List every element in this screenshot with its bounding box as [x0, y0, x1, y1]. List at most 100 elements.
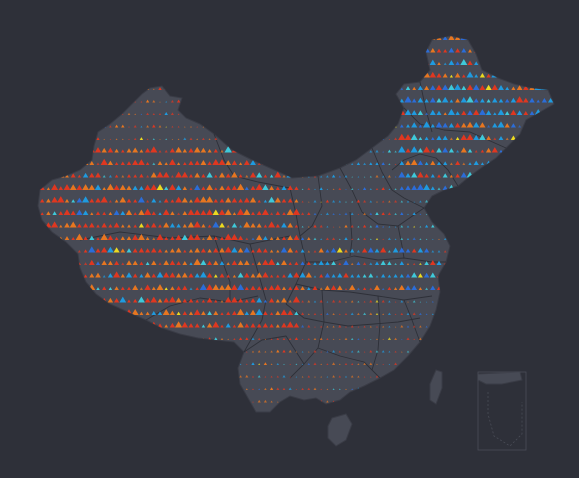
marker-triangle: [182, 211, 188, 215]
marker-triangle: [338, 100, 341, 103]
marker-triangle: [107, 160, 114, 165]
marker-triangle: [53, 63, 56, 65]
marker-triangle: [182, 148, 187, 153]
marker-triangle: [314, 326, 316, 328]
marker-triangle: [394, 350, 397, 353]
marker-triangle: [487, 250, 490, 253]
marker-triangle: [382, 238, 384, 240]
marker-triangle: [456, 187, 460, 190]
marker-triangle: [224, 233, 232, 240]
marker-triangle: [126, 323, 132, 328]
marker-triangle: [72, 88, 75, 90]
marker-triangle: [344, 100, 348, 103]
marker-triangle: [137, 196, 145, 203]
marker-triangle: [516, 158, 524, 165]
marker-triangle: [182, 186, 188, 190]
marker-triangle: [419, 301, 422, 303]
marker-triangle: [214, 99, 218, 103]
marker-triangle: [492, 97, 498, 103]
marker-triangle: [456, 376, 459, 378]
marker-triangle: [128, 126, 130, 128]
marker-triangle: [369, 225, 373, 228]
marker-triangle: [387, 261, 392, 265]
marker-triangle: [207, 62, 212, 65]
marker-triangle: [95, 197, 101, 203]
marker-triangle: [258, 88, 261, 90]
marker-triangle: [549, 238, 552, 240]
marker-triangle: [351, 176, 353, 178]
marker-triangle: [90, 138, 93, 140]
marker-triangle: [381, 287, 385, 290]
marker-triangle: [313, 387, 317, 390]
marker-triangle: [467, 110, 473, 115]
marker-triangle: [233, 388, 236, 390]
marker-triangle: [382, 87, 385, 90]
marker-triangle: [394, 188, 397, 190]
marker-triangle: [40, 125, 44, 128]
marker-triangle: [509, 158, 518, 165]
marker-triangle: [510, 48, 516, 53]
marker-triangle: [120, 210, 126, 215]
marker-triangle: [231, 197, 238, 203]
marker-triangle: [326, 175, 329, 178]
marker-triangle: [463, 301, 465, 303]
marker-triangle: [258, 363, 261, 365]
marker-triangle: [126, 185, 132, 190]
marker-triangle: [549, 313, 552, 315]
marker-triangle: [363, 162, 367, 165]
marker-triangle: [467, 60, 473, 65]
marker-triangle: [263, 399, 267, 403]
marker-triangle: [320, 63, 323, 65]
marker-triangle: [463, 363, 465, 365]
marker-triangle: [221, 351, 223, 353]
marker-triangle: [345, 300, 347, 303]
marker-triangle: [350, 224, 354, 228]
marker-triangle: [52, 211, 57, 215]
marker-triangle: [370, 76, 372, 78]
marker-triangle: [46, 198, 51, 203]
marker-triangle: [177, 399, 181, 403]
marker-triangle: [184, 376, 186, 378]
marker-triangle: [41, 338, 43, 340]
marker-triangle: [114, 199, 119, 203]
marker-triangle: [84, 138, 87, 140]
marker-triangle: [381, 124, 385, 128]
marker-triangle: [499, 400, 503, 403]
marker-triangle: [280, 247, 288, 253]
marker-triangle: [549, 300, 552, 303]
marker-triangle: [541, 123, 547, 128]
marker-triangle: [262, 147, 269, 153]
marker-triangle: [47, 362, 50, 365]
marker-triangle: [511, 299, 515, 303]
marker-triangle: [319, 274, 324, 278]
marker-triangle: [493, 387, 497, 390]
marker-triangle: [524, 325, 528, 328]
marker-triangle: [400, 375, 403, 378]
marker-triangle: [262, 259, 269, 265]
marker-triangle: [263, 236, 268, 240]
marker-triangle: [493, 237, 497, 240]
marker-triangle: [300, 237, 305, 240]
marker-triangle: [251, 137, 255, 140]
marker-triangle: [549, 338, 552, 340]
marker-triangle: [65, 37, 69, 40]
marker-triangle: [436, 161, 442, 165]
marker-triangle: [493, 325, 497, 328]
marker-triangle: [394, 200, 398, 203]
marker-triangle: [214, 126, 217, 128]
marker-triangle: [244, 299, 249, 303]
marker-triangle: [518, 251, 521, 253]
marker-triangle: [46, 324, 51, 328]
marker-triangle: [270, 87, 273, 90]
marker-triangle: [370, 376, 372, 378]
marker-triangle: [431, 350, 435, 353]
marker-triangle: [319, 49, 323, 53]
marker-triangle: [542, 48, 547, 53]
marker-triangle: [437, 250, 441, 253]
marker-triangle: [522, 47, 529, 53]
marker-triangle: [47, 387, 50, 390]
marker-triangle: [424, 136, 429, 140]
marker-triangle: [35, 76, 37, 78]
marker-triangle: [152, 399, 156, 403]
marker-triangle: [145, 99, 150, 103]
